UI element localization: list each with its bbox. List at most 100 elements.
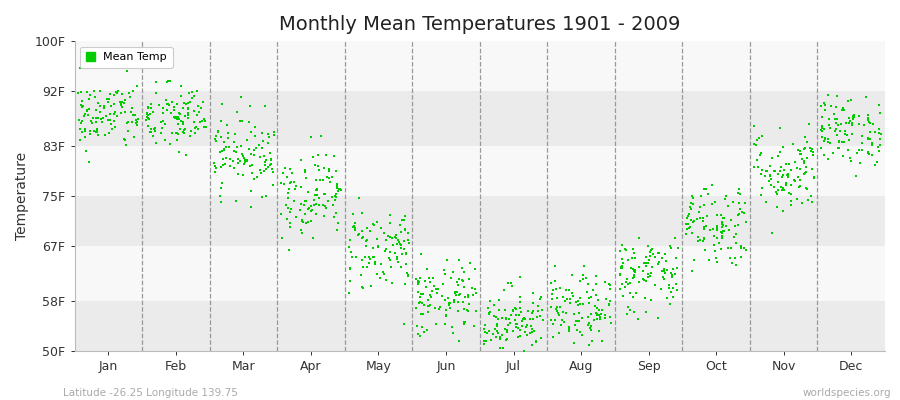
Point xyxy=(330,185,345,192)
Point xyxy=(183,98,197,105)
Point xyxy=(716,221,730,228)
Point xyxy=(680,215,694,221)
Point xyxy=(222,162,237,169)
Point xyxy=(398,226,412,232)
Point xyxy=(187,125,202,132)
Point xyxy=(544,304,559,311)
Point xyxy=(282,186,296,192)
Point xyxy=(705,182,719,189)
Point xyxy=(618,246,633,252)
Point xyxy=(767,184,781,190)
Point xyxy=(581,342,596,348)
Point xyxy=(613,271,627,277)
Point xyxy=(814,103,828,110)
Point xyxy=(318,191,332,197)
Point xyxy=(532,296,546,302)
Point xyxy=(863,129,878,135)
Point xyxy=(860,117,875,124)
Point xyxy=(175,118,189,124)
Point xyxy=(584,294,598,300)
Point xyxy=(388,234,402,240)
Point xyxy=(236,152,250,159)
Point xyxy=(762,172,777,178)
Point xyxy=(681,211,696,218)
Point xyxy=(287,186,302,192)
Point xyxy=(651,250,665,256)
Point xyxy=(574,332,589,338)
Point xyxy=(708,248,723,254)
Point xyxy=(357,254,372,260)
Point xyxy=(508,321,523,327)
Point xyxy=(800,197,814,203)
Point xyxy=(636,276,651,283)
Point xyxy=(501,316,516,322)
Point xyxy=(559,287,573,294)
Point xyxy=(716,214,730,221)
Point xyxy=(829,126,843,132)
Point xyxy=(629,290,643,296)
Point xyxy=(248,132,262,139)
Point xyxy=(228,131,242,137)
Point xyxy=(378,246,392,252)
Point xyxy=(85,120,99,126)
Point xyxy=(463,260,477,267)
Point xyxy=(841,147,855,153)
Point xyxy=(190,88,204,94)
Point xyxy=(700,190,715,197)
Point xyxy=(694,192,708,199)
Point xyxy=(120,68,134,75)
Point xyxy=(580,281,595,288)
Point xyxy=(479,337,493,344)
Point xyxy=(491,316,505,322)
Point xyxy=(239,157,254,164)
Point xyxy=(550,294,564,301)
Point xyxy=(181,111,195,118)
Point xyxy=(501,322,516,328)
Point xyxy=(776,184,790,191)
Point xyxy=(416,290,430,297)
Point xyxy=(526,300,540,306)
Point xyxy=(816,138,831,144)
Point xyxy=(614,265,628,271)
Point xyxy=(410,280,425,286)
Point xyxy=(648,254,662,260)
Point xyxy=(481,305,495,311)
Point xyxy=(304,134,319,141)
Point xyxy=(363,256,377,262)
Point xyxy=(234,94,248,101)
Point xyxy=(437,320,452,327)
Point xyxy=(791,174,806,180)
Point xyxy=(627,269,642,275)
Point xyxy=(399,250,413,257)
Point xyxy=(91,132,105,138)
Point xyxy=(860,135,875,142)
Point xyxy=(284,170,299,176)
Point xyxy=(123,94,138,100)
Point xyxy=(366,254,381,261)
Point xyxy=(523,315,537,322)
Point xyxy=(618,284,633,290)
Point xyxy=(576,275,590,282)
Point xyxy=(842,155,857,161)
Point xyxy=(264,157,278,164)
Point xyxy=(499,316,513,323)
Point xyxy=(126,112,140,118)
Point xyxy=(490,328,504,334)
Point xyxy=(519,332,534,338)
Point xyxy=(863,120,878,126)
Point xyxy=(852,121,867,127)
Point xyxy=(616,260,630,266)
Point xyxy=(217,139,231,145)
Point xyxy=(735,208,750,215)
Point xyxy=(805,166,819,173)
Point xyxy=(709,223,724,230)
Point xyxy=(680,225,694,232)
Point xyxy=(734,243,748,250)
Point xyxy=(814,144,829,151)
Point xyxy=(823,140,837,146)
Point xyxy=(162,102,176,108)
Point xyxy=(860,94,874,100)
Point xyxy=(615,256,629,262)
Point xyxy=(838,131,852,138)
Point xyxy=(194,105,208,111)
